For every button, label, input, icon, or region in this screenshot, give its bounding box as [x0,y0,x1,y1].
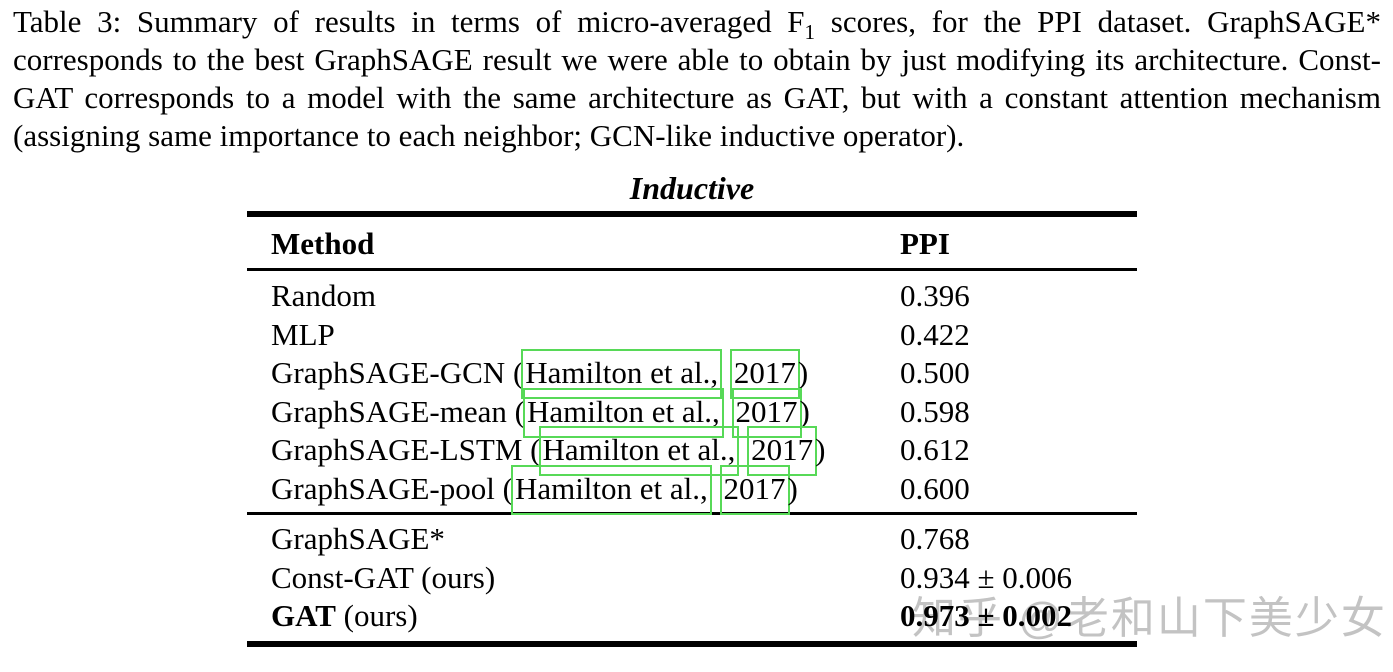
closing-paren: ) [799,393,810,429]
method-name-bold: GAT [271,598,336,633]
ppi-value: 0.768 [900,521,970,556]
results-table: Inductive Method PPI Random 0.396 MLP 0.… [247,168,1137,647]
method-name-rest: (ours) [335,598,418,633]
citation-year-link-box[interactable]: 2017 [729,349,800,399]
method-label: GraphSAGE-mean (Hamilton et al., 2017) [247,387,900,438]
method-label: GraphSAGE-LSTM (Hamilton et al., 2017) [247,426,900,476]
our-results-section: GraphSAGE* 0.768 Const-GAT (ours) 0.934 … [247,515,1137,641]
ppi-value-best: 0.973 ± 0.002 [900,598,1073,633]
citation-year-link-box[interactable]: 2017 [731,387,802,438]
table-mid-rule [247,512,1137,515]
method-name: GraphSAGE-pool ( [271,470,513,506]
table-header-rule [247,268,1137,271]
table-row-gat: GAT (ours) 0.973 ± 0.002 [247,597,1137,636]
caption-text-before-subscript: Table 3: Summary of results in terms of … [13,4,805,39]
ppi-value: 0.396 [900,278,970,313]
closing-paren: ) [815,432,826,467]
table-bottom-rule [247,640,1137,647]
column-header-ppi: PPI [900,226,950,261]
table-top-rule [247,211,1137,217]
citation-year-link-box[interactable]: 2017 [719,464,790,515]
zhihu-watermark: 知乎 @老和山下美少女 [912,594,1387,643]
column-header-method: Method [271,226,375,261]
table-caption: Table 3: Summary of results in terms of … [13,3,1381,155]
method-name: GraphSAGE-mean ( [271,393,525,429]
table-row-random: Random 0.396 [247,277,1137,316]
ppi-value: 0.612 [900,432,970,467]
closing-paren: ) [797,355,809,390]
ppi-value: 0.500 [900,355,970,390]
citation-link-box[interactable]: Hamilton et al., [522,387,724,438]
ppi-value: 0.422 [900,316,970,352]
closing-paren: ) [787,470,798,506]
citation-link-box[interactable]: Hamilton et al., [538,426,740,476]
table-header-row: Method PPI [247,217,1137,268]
method-label: GAT (ours) [247,597,900,636]
method-label: GraphSAGE-pool (Hamilton et al., 2017) [247,464,900,515]
table-row-graphsage-pool: GraphSAGE-pool (Hamilton et al., 2017) 0… [247,464,1137,515]
table-row-graphsage-mean: GraphSAGE-mean (Hamilton et al., 2017) 0… [247,387,1137,438]
f1-subscript: 1 [804,20,816,45]
baseline-results-section: Random 0.396 MLP 0.422 GraphSAGE-GCN (Ha… [247,271,1137,515]
table-title: Inductive [629,170,755,206]
method-name: GraphSAGE-GCN ( [271,355,524,390]
ppi-value: 0.934 ± 0.006 [900,559,1073,595]
table-row-graphsage-star: GraphSAGE* 0.768 [247,520,1137,559]
method-label: Random [271,278,377,313]
citation-link-box[interactable]: Hamilton et al., [510,464,712,515]
method-name: GraphSAGE-LSTM ( [271,432,541,467]
method-label: GraphSAGE-GCN (Hamilton et al., 2017) [247,349,900,399]
caption-text-after-subscript: scores, for the PPI dataset. GraphSAGE* … [13,4,1381,153]
method-label: Const-GAT (ours) [271,559,496,595]
table-row-const-gat: Const-GAT (ours) 0.934 ± 0.006 [247,559,1137,598]
table-row-graphsage-gcn: GraphSAGE-GCN (Hamilton et al., 2017) 0.… [247,349,1137,399]
method-label: GraphSAGE* [271,521,445,556]
table-row-mlp: MLP 0.422 [247,316,1137,355]
citation-link-box[interactable]: Hamilton et al., [521,349,723,399]
ppi-value: 0.598 [900,393,970,429]
method-label: MLP [271,316,335,352]
citation-year-link-box[interactable]: 2017 [747,426,818,476]
ppi-value: 0.600 [900,470,970,506]
table-row-graphsage-lstm: GraphSAGE-LSTM (Hamilton et al., 2017) 0… [247,426,1137,476]
